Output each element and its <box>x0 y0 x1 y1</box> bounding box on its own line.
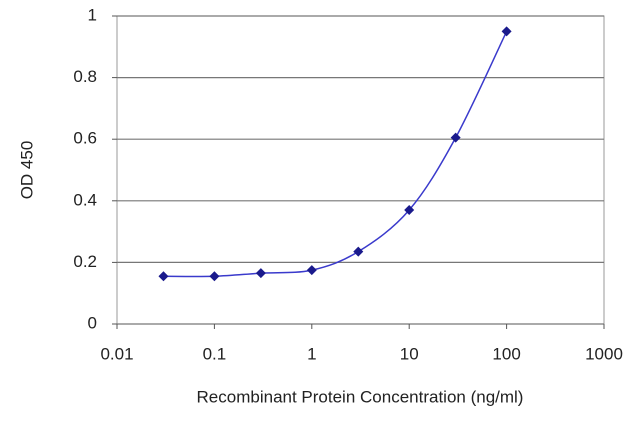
data-point <box>158 271 169 282</box>
data-point <box>450 132 461 143</box>
data-point <box>255 268 266 279</box>
y-tick-label: 0.4 <box>73 190 97 209</box>
data-point <box>209 271 220 282</box>
x-tick-label: 1 <box>307 344 316 363</box>
data-point <box>501 26 512 37</box>
y-tick-label: 0.8 <box>73 67 97 86</box>
data-point <box>404 205 415 216</box>
plot-area <box>116 15 605 325</box>
x-tick-label: 0.01 <box>100 344 133 363</box>
y-tick-label: 0.6 <box>73 129 97 148</box>
x-tick-label: 0.1 <box>203 344 227 363</box>
data-point <box>353 246 364 257</box>
x-axis-title: Recombinant Protein Concentration (ng/ml… <box>197 387 524 406</box>
x-tick-label: 10 <box>400 344 419 363</box>
y-tick-label: 0 <box>88 313 97 332</box>
data-point <box>306 265 317 276</box>
x-tick-label: 1000 <box>585 344 623 363</box>
y-axis-title: OD 450 <box>17 141 36 200</box>
y-tick-label: 1 <box>88 5 97 24</box>
x-tick-label: 100 <box>492 344 520 363</box>
y-tick-label: 0.2 <box>73 252 97 271</box>
